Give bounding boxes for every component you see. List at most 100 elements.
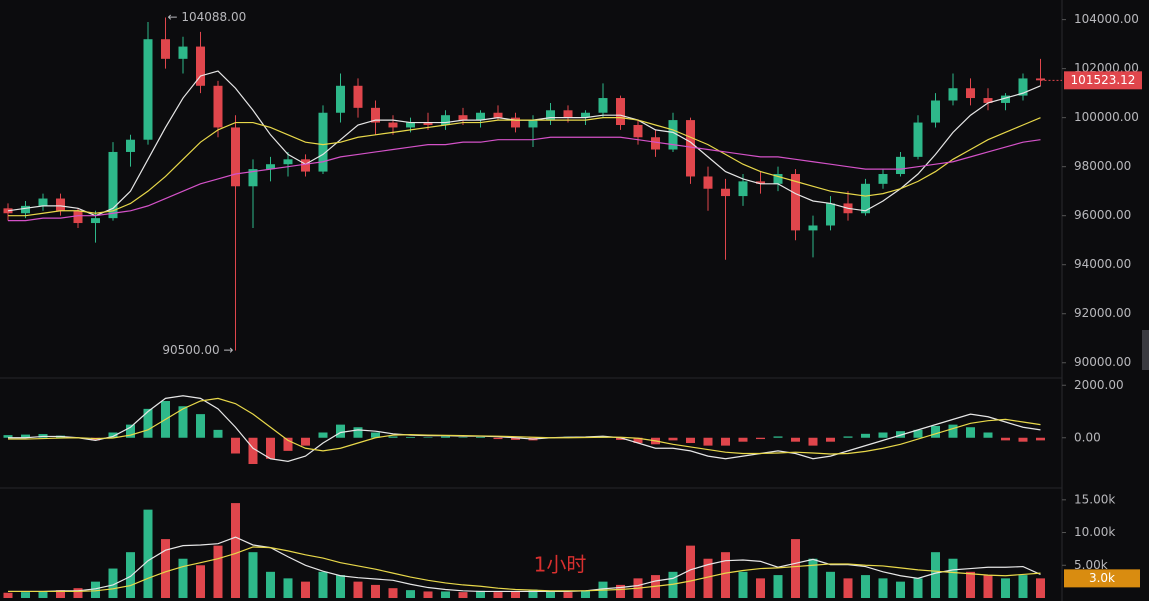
candle-body [126,139,135,152]
volume-bar [371,584,380,598]
volume-bar [878,578,888,598]
candle-body [406,122,415,128]
candle-body [231,127,240,187]
candle-body [108,151,118,219]
macd-bar [126,424,135,438]
volume-bar [686,545,695,598]
volume-bar [73,588,83,598]
candle-body [546,110,555,121]
macd-bar [3,435,13,438]
candle-body [213,85,223,128]
volume-bar [126,552,135,598]
volume-bar [703,558,713,598]
candle-body [738,181,748,197]
macd-bar [388,436,398,438]
candle-body [651,137,660,150]
candle-body [983,98,993,103]
volume-bar [511,591,520,598]
candle-body [756,181,765,184]
macd-bar [1018,437,1028,442]
macd-bar [196,414,205,438]
volume-bar [1036,578,1045,598]
candle-body [91,218,100,224]
indicator-line [8,117,1041,217]
volume-bar [983,575,993,598]
volume-bar [493,592,503,598]
macd-bar [108,432,118,438]
candle-body [616,98,625,125]
candle-body [581,112,590,118]
candle-body [353,85,363,108]
macd-bar [283,437,293,451]
macd-bar [966,427,975,438]
volume-bar [283,578,293,598]
candle-body [73,210,83,224]
indicator-line [8,395,1041,462]
candle-body [826,203,835,226]
volume-tag [1064,569,1140,588]
watermark: 1小时 [534,553,587,577]
volume-bar [423,591,433,598]
macd-bar [511,437,520,440]
macd-bar [826,437,835,442]
macd-bar [458,437,468,438]
y-tick-label: 100000.00 [1074,110,1139,124]
candle-body [861,183,870,214]
candle-body [703,176,713,189]
volume-tag-label: 3.0k [1089,571,1115,585]
candle-body [371,107,380,123]
candle-body [948,88,958,101]
volume-bar [721,552,730,598]
macd-bar [178,406,188,438]
indicator-line [8,136,1041,222]
candle-body [161,39,170,59]
volume-bar [528,589,538,598]
macd-bar [1001,437,1010,441]
macd-bar [301,437,310,446]
macd-bar [913,429,923,438]
side-handle[interactable] [1142,330,1149,370]
macd-bar [861,433,870,438]
candle-body [1036,78,1045,81]
candle-body [528,120,538,128]
macd-bar [703,437,713,446]
candle-body [283,159,293,165]
volume-bar [458,592,468,598]
volume-bar [213,545,223,598]
candle-body [476,112,485,121]
candle-body [791,174,800,231]
macd-bar [738,437,748,442]
macd-bar [983,432,993,438]
macd-bar [721,437,730,446]
y-tick-label: 90000.00 [1074,355,1131,369]
candle-body [196,46,205,86]
macd-bar [248,437,258,464]
macd-bar [791,437,800,442]
y-tick-label: 10.00k [1074,525,1115,539]
volume-bar [948,558,958,598]
macd-bar [423,437,433,438]
volume-bar [931,552,940,598]
candle-body [913,122,923,157]
volume-bar [1001,578,1010,598]
macd-bar [266,437,275,459]
volume-bar [1018,575,1028,598]
volume-bar [266,571,275,598]
candle-body [878,174,888,184]
candle-body [896,156,905,175]
y-tick-label: 104000.00 [1074,12,1139,26]
volume-bar [668,571,678,598]
macd-bar [318,432,328,438]
volume-bar [196,565,205,598]
macd-bar [353,427,363,438]
y-tick-label: 92000.00 [1074,306,1131,320]
macd-bar [773,436,783,438]
macd-bar [896,431,905,438]
volume-bar [476,590,485,598]
candle-body [178,46,188,59]
macd-bar [616,437,625,440]
macd-bar [213,429,223,438]
volume-bar [563,592,573,598]
